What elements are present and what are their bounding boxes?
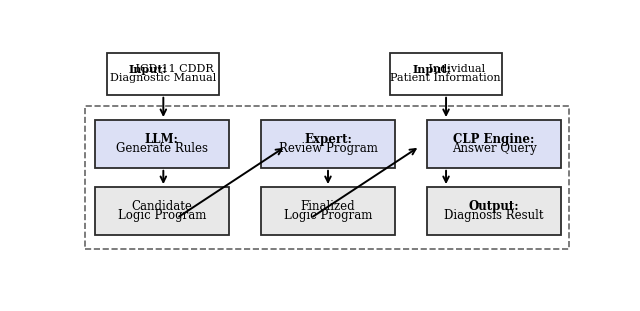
Bar [108, 53, 219, 95]
Text: Input: ICD-11 CDDR: Input: ICD-11 CDDR [105, 64, 221, 74]
Text: Input:: Input: [128, 64, 166, 75]
Text: Answer Query: Answer Query [452, 142, 536, 155]
Bar [95, 187, 229, 235]
Text: Review Program: Review Program [278, 142, 378, 155]
Bar [428, 120, 561, 168]
Bar [261, 120, 395, 168]
Text: LLM:: LLM: [145, 133, 179, 146]
Text: Patient Information: Patient Information [390, 73, 501, 83]
Text: CLP Engine:: CLP Engine: [454, 133, 535, 146]
Bar [85, 105, 568, 249]
Text: Output:: Output: [469, 200, 520, 213]
Text: Candidate: Candidate [131, 200, 192, 213]
Text: Input:: Input: [412, 64, 451, 75]
Text: Diagnostic Manual: Diagnostic Manual [110, 73, 216, 83]
Text: Generate Rules: Generate Rules [116, 142, 208, 155]
Text: Finalized: Finalized [301, 200, 355, 213]
Text: Input: Individual: Input: Individual [399, 64, 493, 74]
Text: ICD-11 CDDR: ICD-11 CDDR [131, 64, 213, 74]
Text: Logic Program: Logic Program [118, 209, 206, 222]
Text: Diagnosis Result: Diagnosis Result [444, 209, 544, 222]
Bar [261, 187, 395, 235]
Text: Logic Program: Logic Program [284, 209, 372, 222]
Bar [390, 53, 502, 95]
Text: Individual: Individual [425, 64, 485, 74]
Bar [95, 120, 229, 168]
Text: Expert:: Expert: [304, 133, 352, 146]
Bar [428, 187, 561, 235]
